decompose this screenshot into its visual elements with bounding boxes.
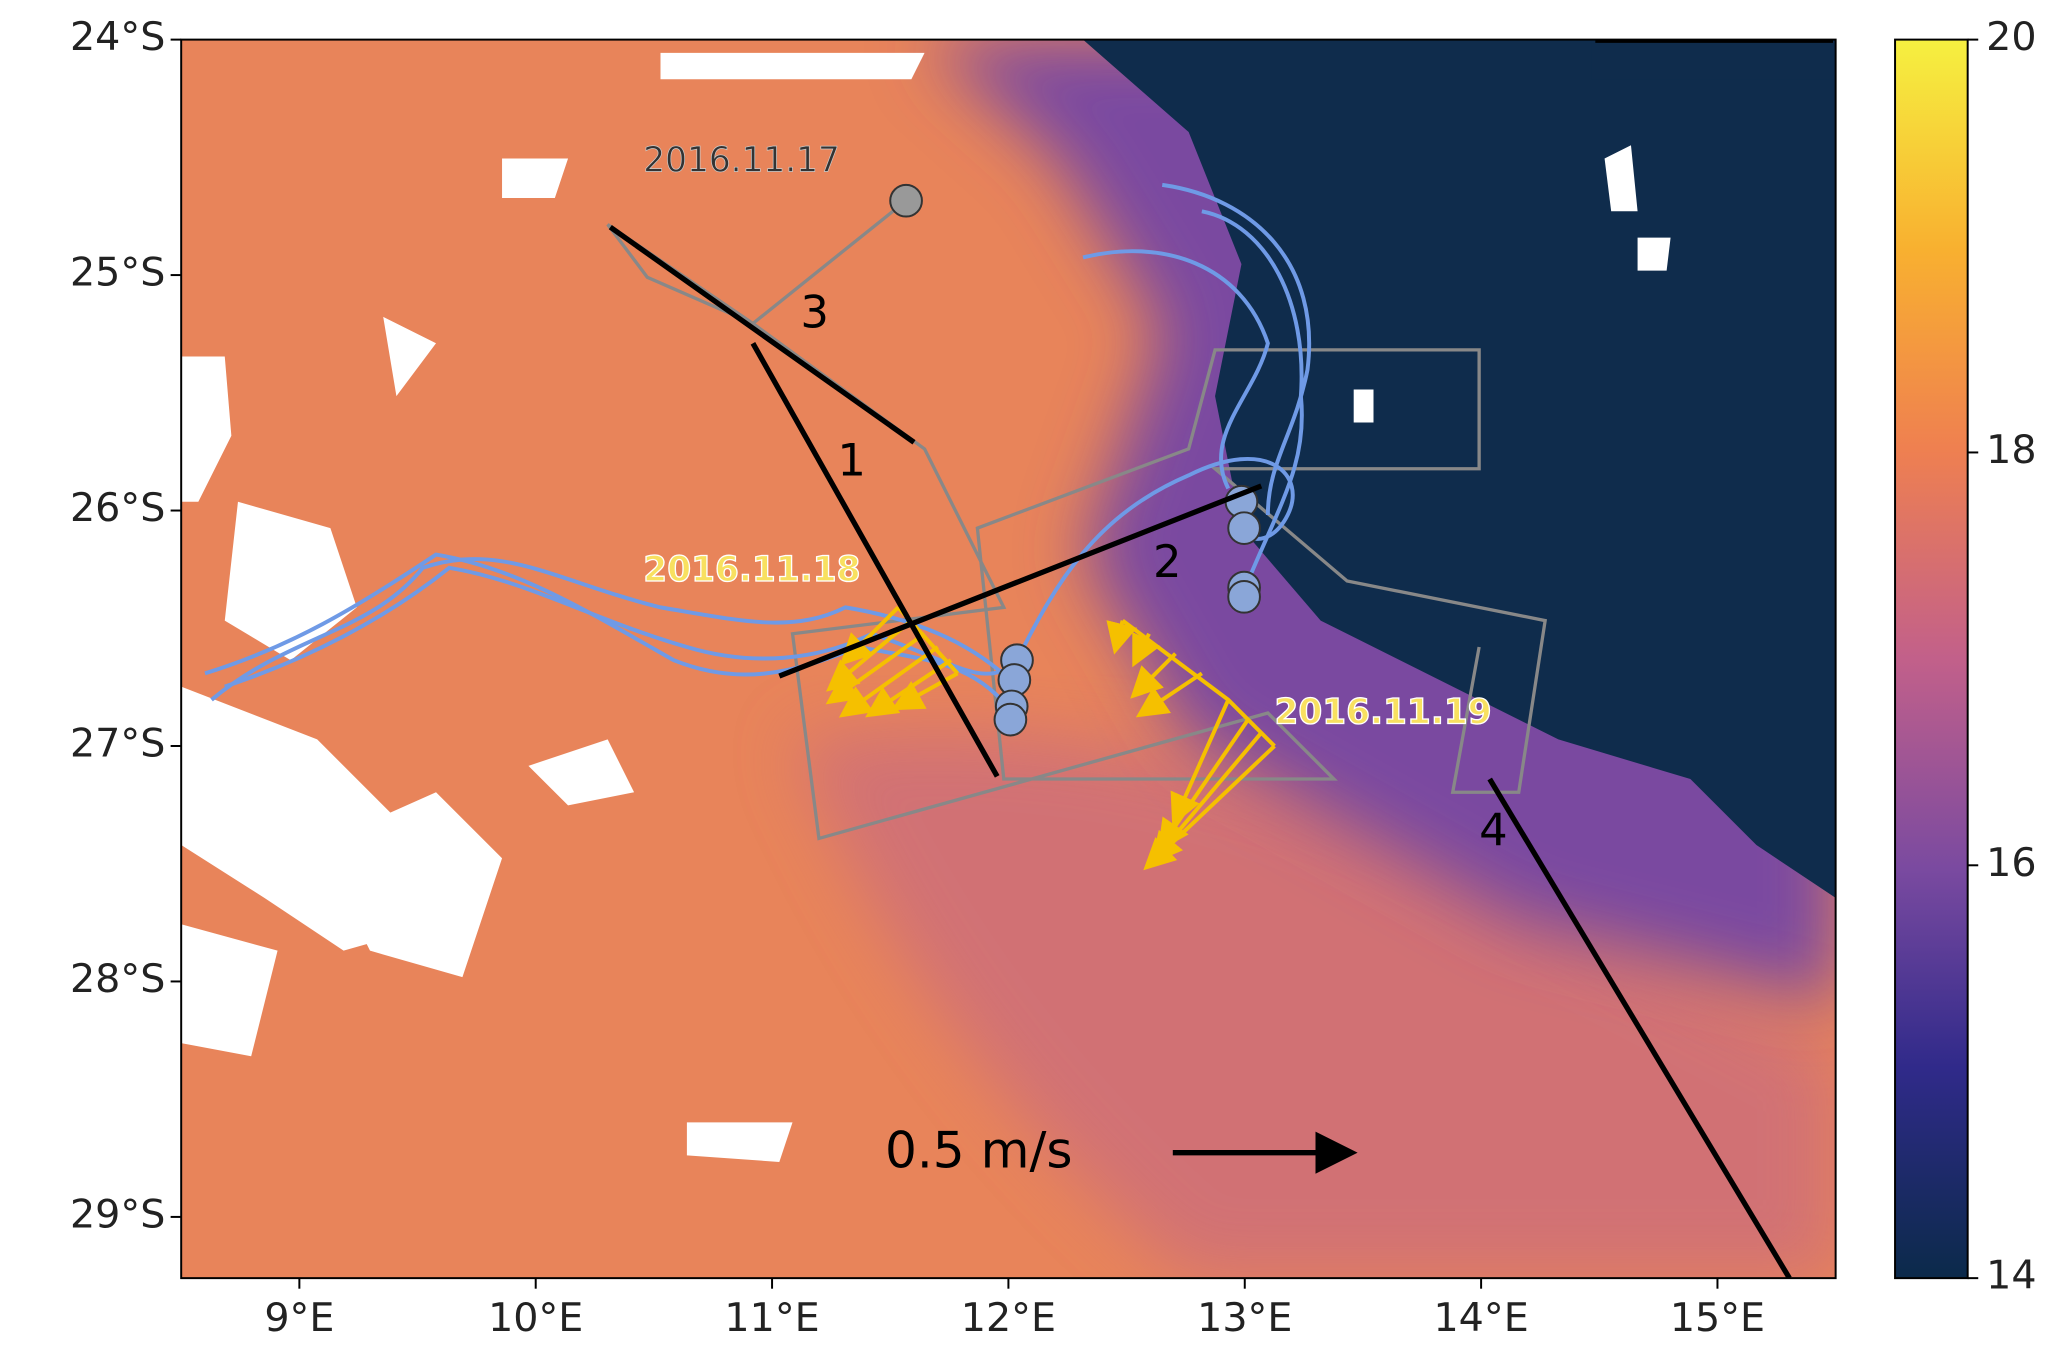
section-label: 3 (800, 285, 829, 338)
colorbar-tick-label: 20 (1986, 14, 2036, 60)
section-label: 2 (1153, 535, 1182, 588)
colorbar-tick-label: 16 (1986, 840, 2036, 886)
y-tick-label: 27°S (70, 720, 165, 766)
date-label: 2016.11.17 (643, 141, 840, 181)
colorbar-tick-label: 18 (1986, 427, 2036, 473)
x-tick-label: 15°E (1670, 1295, 1765, 1341)
x-tick-label: 10°E (488, 1295, 583, 1341)
x-tick-label: 11°E (724, 1295, 819, 1341)
date-label: 2016.11.18 (643, 550, 860, 590)
sst-field (181, 39, 1836, 1279)
y-tick-label: 26°S (70, 485, 165, 531)
map-frame (180, 38, 1837, 1280)
x-tick-label: 12°E (961, 1295, 1056, 1341)
x-tick-label: 13°E (1197, 1295, 1292, 1341)
section-label: 4 (1479, 803, 1508, 856)
drifter-positions (889, 183, 1261, 737)
x-tick-label: 14°E (1433, 1295, 1528, 1341)
x-tick-label: 9°E (264, 1295, 334, 1341)
y-tick-label: 25°S (70, 250, 165, 296)
drifter-tracks (204, 182, 1312, 721)
ship-track (606, 199, 1548, 841)
sections (608, 224, 1792, 1279)
y-tick-label: 24°S (70, 14, 165, 60)
colorbar (1894, 38, 1969, 1280)
y-tick-label: 28°S (70, 956, 165, 1002)
section-label: 1 (837, 433, 866, 486)
colorbar-tick-label: 14 (1986, 1253, 2036, 1299)
y-tick-label: 29°S (70, 1191, 165, 1237)
date-label: 2016.11.19 (1274, 693, 1491, 733)
scale-label: 0.5 m/s (885, 1121, 1073, 1180)
